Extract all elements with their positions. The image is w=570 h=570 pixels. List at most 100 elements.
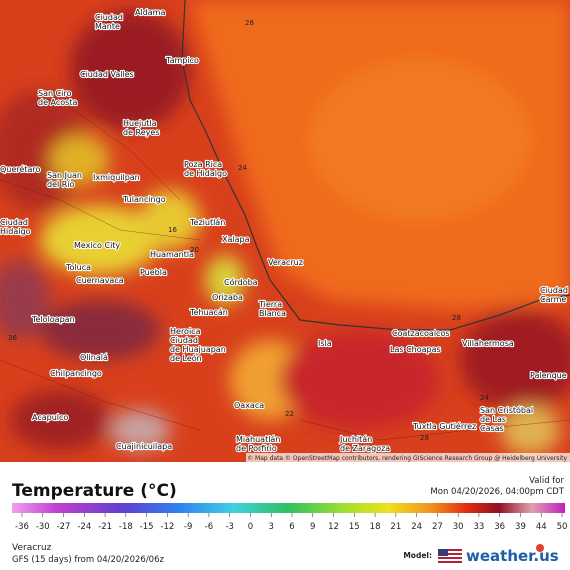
city-label: Heroica [170, 327, 201, 336]
city-label: Huamantla [150, 250, 194, 259]
contour-labels: 24 28 16 20 36 22 28 24 28 [8, 19, 489, 442]
legend-title: Temperature (°C) [12, 481, 177, 501]
city-label: Huejutla [123, 119, 157, 128]
scale-tick-label: 33 [474, 522, 485, 532]
city-label: Blanca [259, 309, 286, 318]
city-label: del Río [47, 180, 75, 189]
scale-tick-label: -6 [205, 522, 213, 532]
scale-tick-label: -18 [119, 522, 133, 532]
city-label: Ciudad [170, 336, 198, 345]
contour-label: 36 [8, 334, 17, 342]
scale-tick-label: -30 [36, 522, 50, 532]
scale-tick-label: 18 [370, 522, 381, 532]
scale-tick-label: -3 [225, 522, 233, 532]
contour-label: 20 [190, 246, 199, 254]
city-label: Orizaba [212, 293, 243, 302]
city-label: Ciudad [540, 286, 568, 295]
city-label: Villahermosa [462, 339, 514, 348]
city-label: Tulancingo [122, 195, 166, 204]
contour-label: 28 [420, 434, 429, 442]
city-label: Isla [318, 339, 332, 348]
city-label: Ciudad [0, 218, 28, 227]
scale-tick-label: 50 [557, 522, 568, 532]
city-label: Tehuacán [189, 308, 228, 317]
city-label: de León [170, 353, 202, 363]
city-label: Poza Rica [184, 160, 222, 169]
city-label: Tuxtla Gutiérrez [412, 421, 476, 431]
city-label: Toluca [65, 263, 91, 272]
city-label: Casas [480, 424, 504, 433]
color-scale [12, 503, 565, 513]
contour-label: 22 [285, 410, 294, 418]
scale-tick-label: 0 [248, 522, 253, 532]
city-label: Ciudad [95, 13, 123, 22]
scale-tick-label: -27 [57, 522, 71, 532]
brand-icon [536, 544, 544, 552]
scale-tick-label: -24 [77, 522, 91, 532]
scale-tick-label: 30 [453, 522, 464, 532]
city-label: Miahuatlán [236, 435, 280, 444]
city-label: Palenque [530, 371, 567, 380]
city-label: Olinalá [80, 353, 108, 362]
scale-tick-label: 24 [411, 522, 422, 532]
contour-label: 24 [238, 164, 247, 172]
city-label: San Cristóbal [480, 405, 533, 415]
city-label: de Acosta [38, 98, 77, 107]
city-label: Xalapa [222, 235, 250, 244]
city-label: Cuernavaca [76, 276, 124, 285]
city-label: de Huajuapan [170, 345, 226, 354]
city-label: Juchitán [339, 435, 372, 444]
city-label: Querétaro [0, 164, 40, 174]
borders [0, 99, 570, 441]
city-label: Acapulco [32, 413, 68, 422]
scale-tick-label: 36 [494, 522, 505, 532]
attribution: © Map data © OpenStreetMap contributors,… [247, 455, 567, 462]
scale-tick-label: 44 [536, 522, 547, 532]
contour-label: 16 [168, 226, 177, 234]
attribution-bg [246, 453, 570, 462]
city-label: Córdoba [224, 277, 258, 287]
city-label: San Ciro [38, 89, 72, 98]
contour-label: 28 [452, 314, 461, 322]
city-label: de Hidalgo [184, 169, 227, 178]
city-label: Ixmiquilpan [93, 173, 140, 182]
city-label: Mexico City [74, 241, 120, 250]
city-label: Tierra [258, 300, 282, 309]
city-label: Las Choapas [390, 345, 441, 354]
coastline [181, 0, 570, 331]
scale-tick-label: 12 [328, 522, 339, 532]
scale-tick-label: -12 [160, 522, 174, 532]
scale-tick-label: -9 [184, 522, 192, 532]
model-label: Model: [403, 551, 432, 560]
model-run: GFS (15 days) from 04/20/2026/06z [12, 555, 164, 565]
city-label: Ciudad Valles [80, 70, 134, 79]
brand: weather.us [466, 547, 559, 565]
city-label: Tampico [165, 56, 199, 65]
scale-tick-label: 15 [349, 522, 360, 532]
city-label: Teziutlán [189, 218, 225, 227]
flag [438, 549, 462, 563]
city-label: Veracruz [268, 258, 303, 267]
city-label: Hidalgo [0, 227, 31, 236]
city-label: Chilpancingo [50, 369, 102, 378]
city-label: de Reyes [123, 128, 160, 137]
scale-tick-label: 21 [390, 522, 401, 532]
scale-tick-label: 9 [310, 522, 315, 532]
temperature-field [0, 0, 570, 455]
contour-label: 24 [480, 394, 489, 402]
city-label: Teloloapan [31, 315, 75, 324]
city-label: de Porfirio [236, 444, 277, 453]
city-label: Puebla [140, 268, 167, 277]
city-label: de Zaragoza [340, 444, 390, 453]
scale-tick-label: -15 [140, 522, 154, 532]
city-label: Mante [95, 22, 120, 31]
valid-label: Valid for [529, 476, 564, 486]
scale-tick-label: -36 [15, 522, 29, 532]
city-label: San Juan [47, 171, 82, 180]
scale-tick-label: 39 [515, 522, 526, 532]
scale-tick-label: 3 [269, 522, 274, 532]
city-label: de Las [480, 415, 506, 424]
